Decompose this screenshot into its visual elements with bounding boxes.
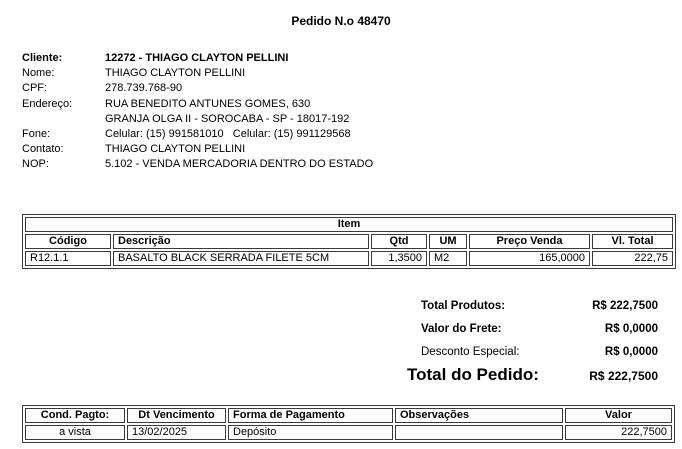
- customer-label: Contato:: [22, 143, 64, 156]
- customer-row-nop: NOP: 5.102 - VENDA MERCADORIA DENTRO DO …: [22, 157, 682, 172]
- cell-codigo: R12.1.1: [25, 250, 111, 266]
- col-header-forma-de-pagamento: Forma de Pagamento: [228, 407, 393, 423]
- cell-dt-vencimento: 13/02/2025: [127, 424, 226, 440]
- customer-label: CPF:: [22, 82, 48, 95]
- total-pedido-value: R$ 222,7500: [589, 368, 658, 383]
- desconto-especial-label: Desconto Especial:: [421, 345, 520, 358]
- customer-value: 278.739.768-90: [105, 82, 183, 95]
- customer-row-cpf: CPF: 278.739.768-90: [22, 81, 682, 96]
- item-table: Item Código Descrição Qtd UM Preço Venda…: [22, 213, 677, 269]
- total-produtos-label: Total Produtos:: [421, 299, 506, 312]
- valor-frete-value: R$ 0,0000: [604, 322, 658, 335]
- cell-um: M2: [429, 250, 467, 266]
- customer-value: GRANJA OLGA II - SOROCABA - SP - 18017-1…: [105, 112, 350, 125]
- totals-section: Total Produtos: R$ 222,7500 Valor do Fre…: [407, 295, 658, 385]
- customer-value: Celular: (15) 991581010 Celular: (15) 99…: [105, 128, 351, 141]
- col-header-preco-venda: Preço Venda: [469, 233, 590, 249]
- total-pedido-label: Total do Pedido:: [407, 364, 539, 384]
- customer-row-contato: Contato: THIAGO CLAYTON PELLINI: [22, 142, 682, 157]
- total-pedido-row: Total do Pedido: R$ 222,7500: [407, 365, 658, 385]
- customer-row-endereco-2: GRANJA OLGA II - SOROCABA - SP - 18017-1…: [22, 112, 682, 127]
- customer-label: [22, 112, 105, 127]
- customer-value: THIAGO CLAYTON PELLINI: [105, 67, 246, 80]
- desconto-especial-value: R$ 0,0000: [604, 345, 658, 358]
- valor-frete-row: Valor do Frete: R$ 0,0000: [421, 318, 658, 341]
- cell-forma-de-pagamento: Depósito: [228, 424, 393, 440]
- col-header-codigo: Código: [25, 233, 111, 249]
- col-header-observacoes: Observações: [395, 407, 563, 423]
- cell-qtd: 1,3500: [371, 250, 427, 266]
- col-header-descricao: Descrição: [113, 233, 369, 249]
- customer-value: 12272 - THIAGO CLAYTON PELLINI: [105, 52, 289, 64]
- col-header-um: UM: [429, 233, 467, 249]
- customer-label: Endereço:: [22, 97, 73, 110]
- customer-label: NOP:: [22, 158, 49, 171]
- customer-label: Cliente:: [22, 52, 63, 64]
- cell-preco-venda: 165,0000: [469, 250, 590, 266]
- desconto-especial-row: Desconto Especial: R$ 0,0000: [421, 341, 658, 364]
- col-header-cond-pagto: Cond. Pagto:: [25, 407, 125, 423]
- customer-row-fone: Fone: Celular: (15) 991581010 Celular: (…: [22, 127, 682, 142]
- page-title: Pedido N.o 48470: [291, 14, 391, 28]
- customer-value: THIAGO CLAYTON PELLINI: [105, 143, 246, 156]
- total-produtos-row: Total Produtos: R$ 222,7500: [421, 295, 658, 318]
- customer-value: RUA BENEDITO ANTUNES GOMES, 630: [105, 97, 311, 110]
- payment-table-row: a vista 13/02/2025 Depósito 222,7500: [25, 424, 672, 440]
- customer-label: Fone:: [22, 128, 51, 141]
- item-table-group-header: Item: [25, 216, 674, 232]
- col-header-qtd: Qtd: [371, 233, 427, 249]
- payment-table-header-row: Cond. Pagto: Dt Vencimento Forma de Paga…: [25, 407, 672, 423]
- customer-label: Nome:: [22, 67, 55, 80]
- item-table-header-row: Código Descrição Qtd UM Preço Venda Vl. …: [25, 233, 674, 249]
- cell-valor: 222,7500: [565, 424, 672, 440]
- customer-row-cliente: Cliente: 12272 - THIAGO CLAYTON PELLINI: [22, 51, 682, 66]
- item-table-group-header-row: Item: [25, 216, 674, 232]
- total-produtos-value: R$ 222,7500: [592, 299, 658, 312]
- cell-vl-total: 222,75: [592, 250, 674, 266]
- item-table-row: R12.1.1 BASALTO BLACK SERRADA FILETE 5CM…: [25, 250, 674, 266]
- customer-info: Cliente: 12272 - THIAGO CLAYTON PELLINI …: [22, 51, 682, 173]
- cell-observacoes: [395, 424, 563, 440]
- valor-frete-label: Valor do Frete:: [421, 322, 502, 335]
- cell-cond-pagto: a vista: [25, 424, 125, 440]
- customer-row-nome: Nome: THIAGO CLAYTON PELLINI: [22, 66, 682, 81]
- payment-table: Cond. Pagto: Dt Vencimento Forma de Paga…: [22, 404, 675, 443]
- cell-descricao: BASALTO BLACK SERRADA FILETE 5CM: [113, 250, 369, 266]
- col-header-vl-total: Vl. Total: [592, 233, 674, 249]
- customer-value: 5.102 - VENDA MERCADORIA DENTRO DO ESTAD…: [105, 158, 374, 171]
- col-header-dt-vencimento: Dt Vencimento: [127, 407, 226, 423]
- customer-row-endereco: Endereço: RUA BENEDITO ANTUNES GOMES, 63…: [22, 97, 682, 112]
- col-header-valor: Valor: [565, 407, 672, 423]
